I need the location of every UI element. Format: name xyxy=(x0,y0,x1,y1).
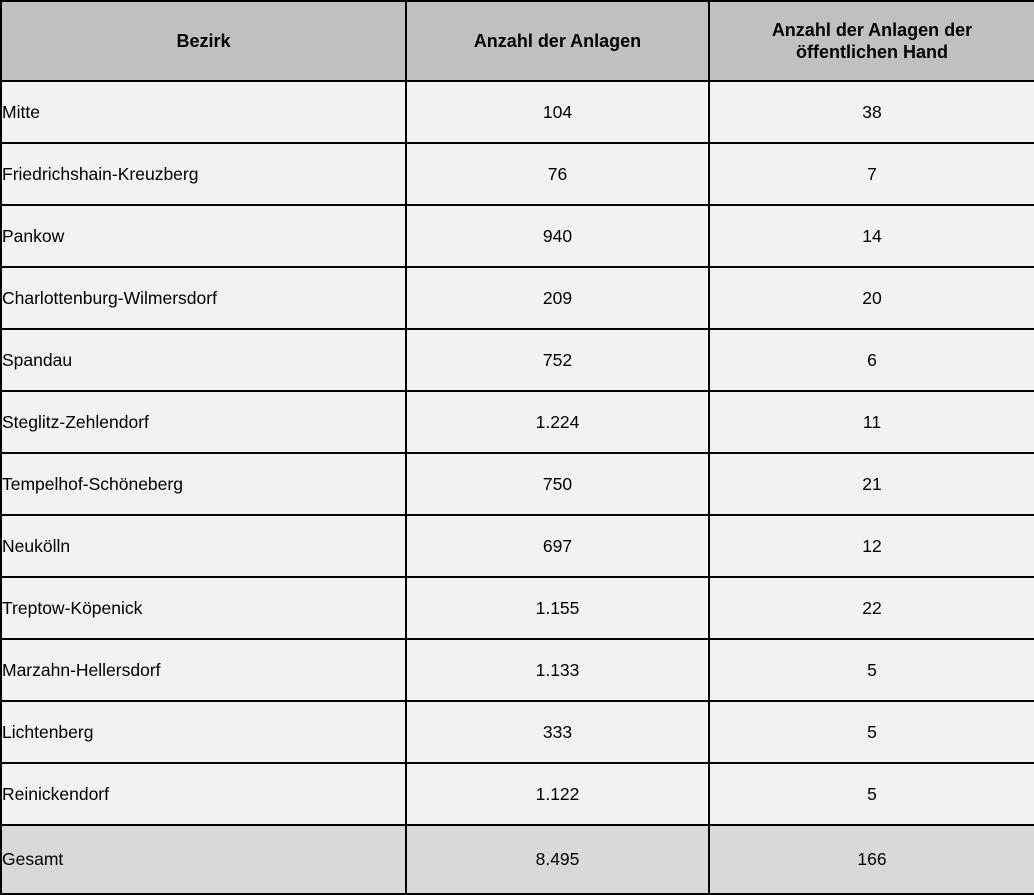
table-row: Lichtenberg 333 5 xyxy=(0,700,1034,764)
cell-anzahl-oeffentlich: 22 xyxy=(708,576,1034,640)
table-row: Steglitz-Zehlendorf 1.224 11 xyxy=(0,390,1034,454)
cell-anzahl: 1.133 xyxy=(405,638,710,702)
table-row: Spandau 752 6 xyxy=(0,328,1034,392)
cell-gesamt-anzahl-oeffentlich: 166 xyxy=(708,824,1034,895)
cell-anzahl-oeffentlich: 6 xyxy=(708,328,1034,392)
cell-gesamt-anzahl: 8.495 xyxy=(405,824,710,895)
cell-anzahl: 697 xyxy=(405,514,710,578)
cell-anzahl-oeffentlich: 5 xyxy=(708,700,1034,764)
cell-anzahl-oeffentlich: 20 xyxy=(708,266,1034,330)
table-row: Pankow 940 14 xyxy=(0,204,1034,268)
cell-anzahl: 333 xyxy=(405,700,710,764)
cell-bezirk: Marzahn-Hellersdorf xyxy=(0,638,407,702)
cell-anzahl: 752 xyxy=(405,328,710,392)
cell-anzahl-oeffentlich: 5 xyxy=(708,762,1034,826)
cell-bezirk: Pankow xyxy=(0,204,407,268)
cell-bezirk: Charlottenburg-Wilmersdorf xyxy=(0,266,407,330)
column-header-anzahl-anlagen-oeffentliche-hand: Anzahl der Anlagen der öffentlichen Hand xyxy=(708,0,1034,82)
table-row: Charlottenburg-Wilmersdorf 209 20 xyxy=(0,266,1034,330)
cell-anzahl: 1.224 xyxy=(405,390,710,454)
cell-anzahl-oeffentlich: 14 xyxy=(708,204,1034,268)
cell-bezirk: Treptow-Köpenick xyxy=(0,576,407,640)
cell-anzahl-oeffentlich: 12 xyxy=(708,514,1034,578)
cell-anzahl: 104 xyxy=(405,80,710,144)
cell-anzahl: 76 xyxy=(405,142,710,206)
cell-anzahl: 750 xyxy=(405,452,710,516)
table-row: Marzahn-Hellersdorf 1.133 5 xyxy=(0,638,1034,702)
cell-bezirk: Friedrichshain-Kreuzberg xyxy=(0,142,407,206)
cell-anzahl: 209 xyxy=(405,266,710,330)
table-row: Mitte 104 38 xyxy=(0,80,1034,144)
table-row: Treptow-Köpenick 1.155 22 xyxy=(0,576,1034,640)
table-row: Neukölln 697 12 xyxy=(0,514,1034,578)
cell-anzahl: 1.122 xyxy=(405,762,710,826)
cell-anzahl-oeffentlich: 7 xyxy=(708,142,1034,206)
cell-bezirk: Tempelhof-Schöneberg xyxy=(0,452,407,516)
table-header-row: Bezirk Anzahl der Anlagen Anzahl der Anl… xyxy=(0,0,1034,82)
column-header-anzahl-anlagen: Anzahl der Anlagen xyxy=(405,0,710,82)
cell-anzahl-oeffentlich: 5 xyxy=(708,638,1034,702)
cell-anzahl: 1.155 xyxy=(405,576,710,640)
cell-anzahl-oeffentlich: 11 xyxy=(708,390,1034,454)
cell-bezirk: Mitte xyxy=(0,80,407,144)
cell-anzahl-oeffentlich: 21 xyxy=(708,452,1034,516)
cell-bezirk: Neukölln xyxy=(0,514,407,578)
cell-bezirk: Steglitz-Zehlendorf xyxy=(0,390,407,454)
cell-bezirk: Spandau xyxy=(0,328,407,392)
column-header-bezirk: Bezirk xyxy=(0,0,407,82)
cell-gesamt-label: Gesamt xyxy=(0,824,407,895)
cell-bezirk: Reinickendorf xyxy=(0,762,407,826)
cell-anzahl: 940 xyxy=(405,204,710,268)
table-total-row: Gesamt 8.495 166 xyxy=(0,824,1034,895)
table-row: Friedrichshain-Kreuzberg 76 7 xyxy=(0,142,1034,206)
cell-bezirk: Lichtenberg xyxy=(0,700,407,764)
table-row: Tempelhof-Schöneberg 750 21 xyxy=(0,452,1034,516)
cell-anzahl-oeffentlich: 38 xyxy=(708,80,1034,144)
table-row: Reinickendorf 1.122 5 xyxy=(0,762,1034,826)
